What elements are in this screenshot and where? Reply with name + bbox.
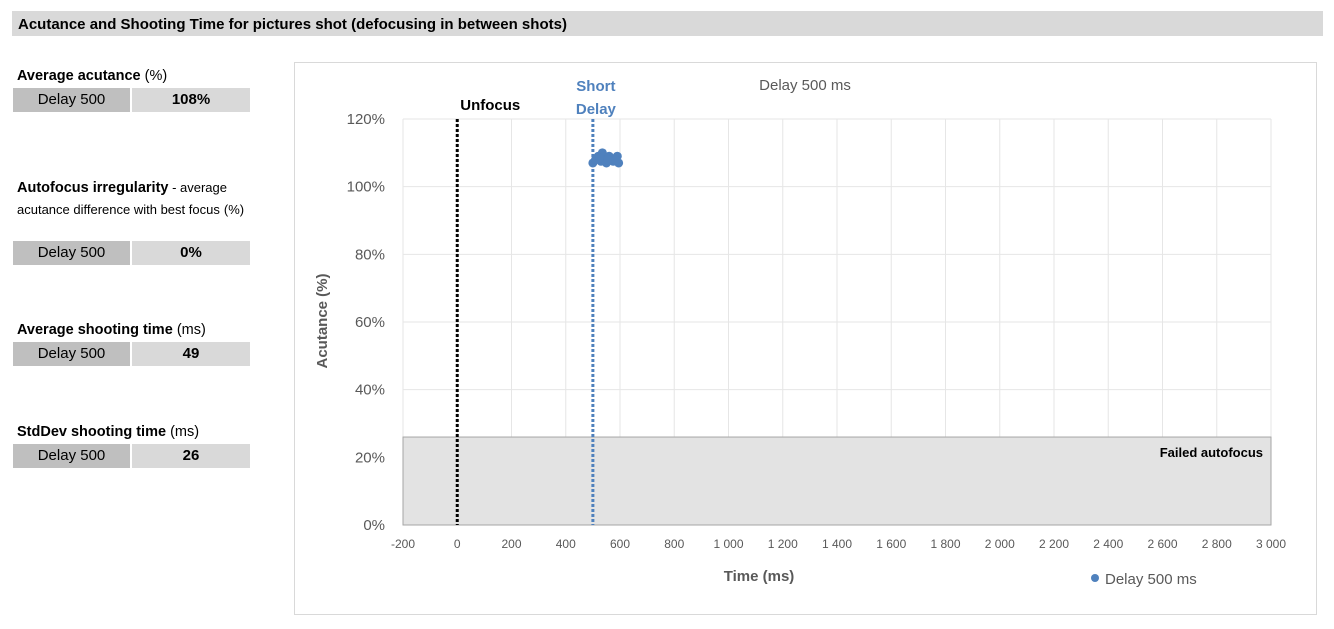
metric-average-shooting-time-heading: Average shooting time (ms) — [17, 320, 206, 341]
x-tick-label: 2 600 — [1147, 537, 1177, 551]
x-tick-label: 800 — [664, 537, 684, 551]
metric-value: 108% — [132, 88, 250, 112]
chart-title: Delay 500 ms — [759, 77, 851, 94]
data-points-layer — [588, 148, 624, 168]
x-tick-label: 400 — [556, 537, 576, 551]
metric-autofocus-irregularity-heading: Autofocus irregularity - average acutanc… — [17, 177, 252, 221]
x-tick-label: 1 600 — [876, 537, 906, 551]
metric-title: Average shooting time — [17, 322, 173, 338]
x-tick-label: 1 000 — [713, 537, 743, 551]
metric-average-acutance-heading: Average acutance (%) — [17, 66, 167, 87]
metric-row-label: Delay 500 — [13, 342, 130, 366]
metric-row-label: Delay 500 — [13, 88, 130, 112]
metric-unit: (ms) — [176, 322, 206, 338]
x-tick-label: 2 200 — [1039, 537, 1069, 551]
legend-label: Delay 500 ms — [1105, 571, 1197, 588]
tick-labels-layer: -200 0 200 400 600 800 1 000 1 200 1 400 1 600 1 8… — [347, 111, 1287, 551]
data-point — [595, 153, 605, 163]
failed-autofocus-region — [402, 436, 1272, 526]
metric-value: 0% — [132, 241, 250, 265]
data-point — [603, 155, 613, 165]
page-title: Acutance and Shooting Time for pictures … — [18, 16, 567, 33]
x-tick-label: 1 200 — [768, 537, 798, 551]
x-tick-label: 2 000 — [985, 537, 1015, 551]
short-delay-label-line2: Delay — [576, 101, 617, 118]
x-tick-label: 1 800 — [930, 537, 960, 551]
x-tick-label: 2 800 — [1202, 537, 1232, 551]
title-bar: Acutance and Shooting Time for pictures … — [12, 11, 1323, 36]
metric-value: 49 — [132, 342, 250, 366]
x-tick-label: 3 000 — [1256, 537, 1286, 551]
unfocus-label: Unfocus — [460, 97, 520, 114]
y-tick-label: 80% — [355, 246, 385, 263]
x-axis-label: Time (ms) — [724, 568, 795, 585]
metric-subtitle: - average acutance difference with best … — [17, 180, 228, 217]
y-axis-label: Acutance (%) — [314, 273, 331, 368]
metric-unit: (ms) — [170, 424, 200, 440]
metric-unit: (%) — [223, 202, 245, 217]
x-tick-label: 200 — [501, 537, 521, 551]
metric-stddev-shooting-time-heading: StdDev shooting time (ms) — [17, 422, 199, 443]
x-tick-label: 2 400 — [1093, 537, 1123, 551]
metric-title: Autofocus irregularity — [17, 180, 169, 196]
y-tick-label: 120% — [347, 111, 385, 128]
metric-title: Average acutance — [17, 68, 141, 84]
x-tick-label: 1 400 — [822, 537, 852, 551]
failed-region-layer: Failed autofocus — [402, 436, 1272, 526]
metric-title: StdDev shooting time — [17, 424, 167, 440]
y-tick-label: 40% — [355, 382, 385, 399]
short-delay-label-line1: Short — [576, 78, 615, 95]
metric-value: 26 — [132, 444, 250, 468]
y-tick-label: 100% — [347, 179, 385, 196]
metric-row-label: Delay 500 — [13, 241, 130, 265]
legend-marker — [1091, 574, 1099, 582]
y-tick-label: 60% — [355, 314, 385, 331]
failed-autofocus-label: Failed autofocus — [1160, 445, 1263, 460]
reference-lines-layer: Unfocus Short Delay — [455, 78, 617, 525]
y-tick-label: 0% — [363, 517, 385, 534]
metric-unit: (%) — [144, 68, 168, 84]
x-tick-label: 0 — [454, 537, 461, 551]
y-tick-label: 20% — [355, 449, 385, 466]
metric-row-label: Delay 500 — [13, 444, 130, 468]
x-tick-label: -200 — [391, 537, 415, 551]
data-point — [611, 155, 621, 165]
x-tick-label: 600 — [610, 537, 630, 551]
